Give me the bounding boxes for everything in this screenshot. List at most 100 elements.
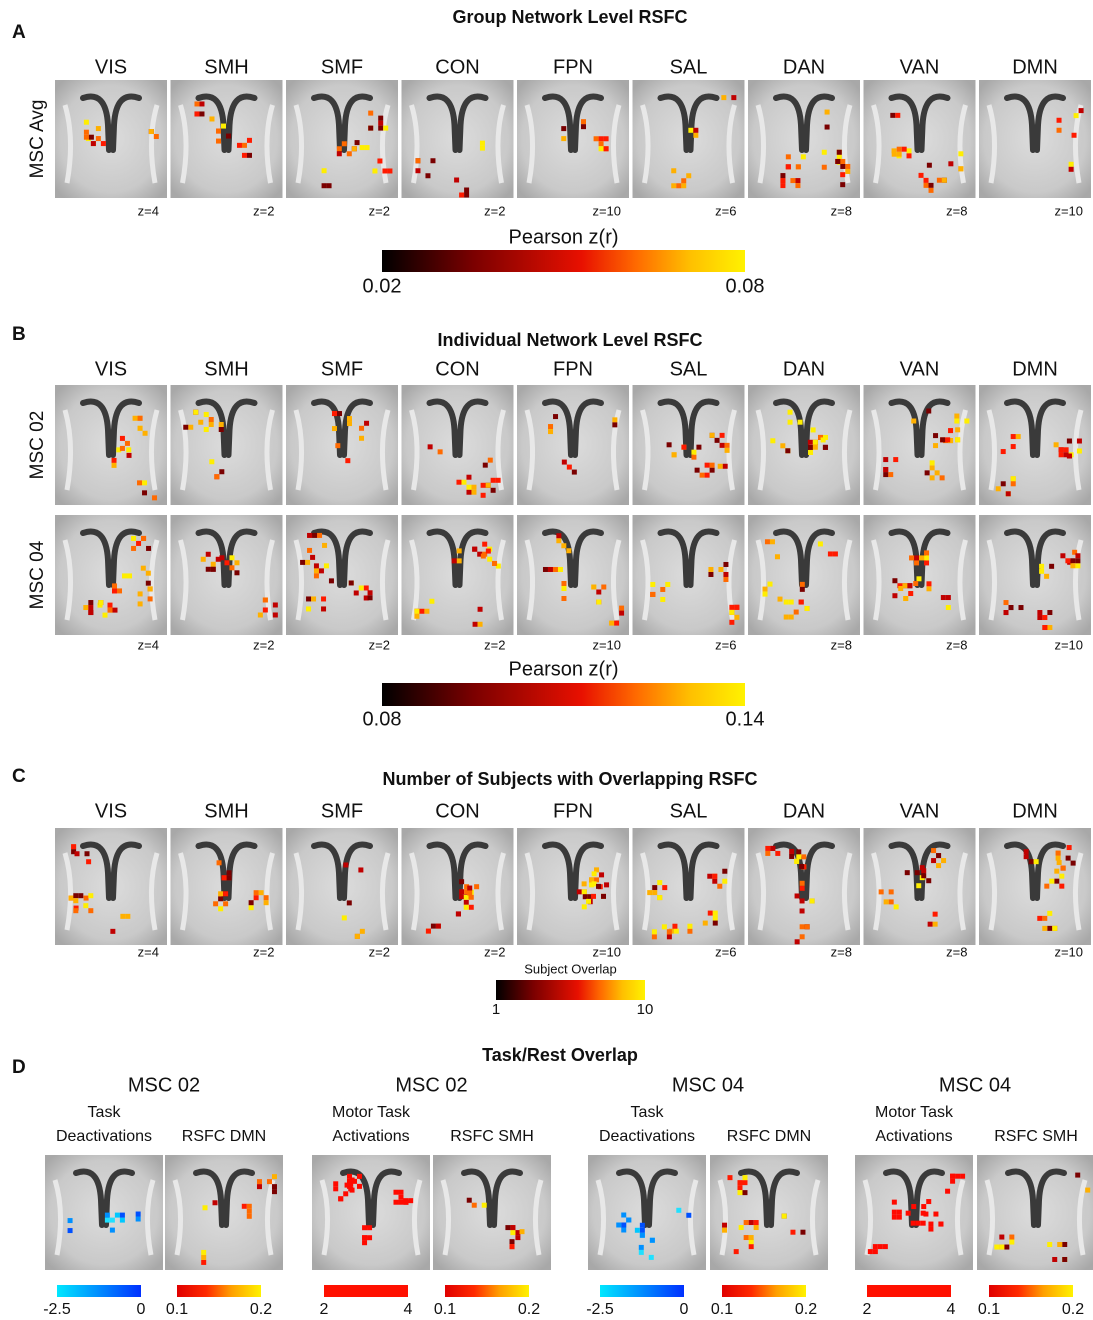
activation <box>960 1174 965 1179</box>
column-header: VIS <box>95 56 127 78</box>
activation <box>249 905 254 910</box>
activation <box>737 1190 742 1195</box>
activation <box>393 1200 398 1205</box>
activation <box>729 605 734 610</box>
activation <box>209 459 214 464</box>
activation <box>1070 563 1075 568</box>
activation <box>469 895 474 900</box>
activation <box>257 1179 262 1184</box>
z-label: z=4 <box>138 944 159 959</box>
activation <box>342 141 347 146</box>
activation <box>775 851 780 856</box>
panel-title: Group Network Level RSFC <box>452 7 687 27</box>
activation <box>696 445 701 450</box>
column-header: CON <box>435 56 479 78</box>
activation <box>258 612 263 617</box>
activation <box>464 905 469 910</box>
colorbar-max: 0.14 <box>726 708 765 730</box>
activation <box>347 1184 352 1189</box>
activation <box>1085 1188 1090 1193</box>
activation <box>96 136 101 141</box>
activation <box>1047 911 1052 916</box>
panel-letter: A <box>12 22 26 43</box>
activation <box>120 1218 125 1223</box>
activation <box>786 164 791 169</box>
activation <box>131 536 136 541</box>
activation <box>112 458 117 463</box>
activation <box>825 125 830 130</box>
z-label: z=10 <box>592 944 621 959</box>
activation <box>367 1225 372 1230</box>
activation <box>480 146 485 151</box>
activation <box>996 486 1001 491</box>
brain-slice <box>171 515 283 635</box>
activation <box>800 582 805 587</box>
activation <box>358 867 363 872</box>
colorbar <box>57 1285 141 1297</box>
z-label: z=6 <box>715 944 736 959</box>
activation <box>795 183 800 188</box>
activation <box>1062 1242 1067 1247</box>
activation <box>723 562 728 567</box>
activation <box>1029 859 1034 864</box>
brain-slice <box>55 828 167 945</box>
brain-slice <box>855 1155 973 1270</box>
activation <box>329 578 334 583</box>
activation <box>788 410 793 415</box>
activation <box>194 101 199 106</box>
activation <box>657 880 662 885</box>
activation <box>496 478 501 483</box>
activation <box>639 1245 644 1250</box>
activation <box>364 585 369 590</box>
activation <box>360 145 365 150</box>
brain-slice <box>710 1155 828 1270</box>
activation <box>120 914 125 919</box>
activation <box>1077 439 1082 444</box>
activation <box>425 173 430 178</box>
activation <box>604 146 609 151</box>
activation <box>798 420 803 425</box>
activation <box>112 463 117 468</box>
colorbar-title: Pearson z(r) <box>508 226 618 248</box>
activation <box>693 128 698 133</box>
activation <box>1016 434 1021 439</box>
activation <box>924 178 929 183</box>
activation <box>868 1249 873 1254</box>
activation <box>398 1190 403 1195</box>
activation <box>890 113 895 118</box>
activation <box>428 444 433 449</box>
activation <box>263 597 268 602</box>
z-label: z=8 <box>946 637 967 652</box>
activation <box>813 440 818 445</box>
activation <box>467 886 472 891</box>
activation <box>321 596 326 601</box>
activation <box>1054 442 1059 447</box>
activation <box>224 560 229 565</box>
activation <box>1003 610 1008 615</box>
z-label: z=2 <box>369 944 390 959</box>
brain-slice <box>286 385 398 505</box>
activation <box>491 488 496 493</box>
activation <box>596 884 601 889</box>
activation <box>796 854 801 859</box>
activation <box>619 611 624 616</box>
activation <box>789 615 794 620</box>
brain-slice <box>979 828 1091 945</box>
activation <box>955 427 960 432</box>
colorbar <box>867 1285 951 1297</box>
activation <box>333 1181 338 1186</box>
activation <box>936 863 941 868</box>
z-label: z=10 <box>1054 203 1083 218</box>
activation <box>436 924 441 929</box>
brain-slice <box>55 80 167 198</box>
activation <box>933 443 938 448</box>
activation <box>234 560 239 565</box>
activation <box>337 411 342 416</box>
z-label: z=2 <box>253 637 274 652</box>
activation <box>483 463 488 468</box>
activation <box>1052 926 1057 931</box>
activation <box>222 875 227 880</box>
activation <box>73 898 78 903</box>
activation <box>272 1174 277 1179</box>
z-label: z=2 <box>484 637 505 652</box>
